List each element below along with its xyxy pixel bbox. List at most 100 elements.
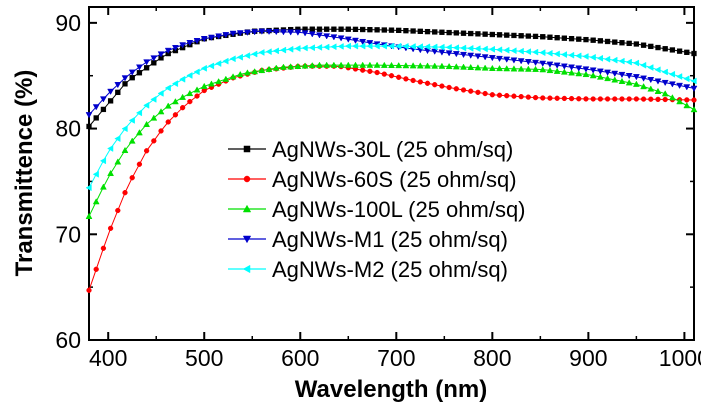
data-point bbox=[539, 49, 546, 57]
data-point bbox=[540, 34, 546, 40]
legend-label: AgNWs-60S (25 ohm/sq) bbox=[272, 167, 517, 192]
data-point bbox=[662, 46, 668, 52]
data-point bbox=[518, 33, 524, 39]
data-point bbox=[446, 84, 452, 91]
x-tick-label: 800 bbox=[473, 345, 511, 371]
data-point bbox=[684, 97, 690, 103]
data-point bbox=[611, 70, 619, 77]
data-point bbox=[468, 30, 474, 37]
data-point bbox=[633, 96, 640, 102]
data-point bbox=[532, 94, 539, 101]
legend-marker bbox=[242, 235, 252, 244]
data-point bbox=[439, 29, 445, 35]
data-point bbox=[553, 67, 561, 74]
data-point bbox=[504, 93, 510, 99]
data-point bbox=[121, 125, 128, 133]
x-tick-label: 900 bbox=[569, 345, 607, 371]
data-point bbox=[525, 94, 531, 100]
data-point bbox=[301, 62, 309, 69]
data-point bbox=[186, 40, 194, 47]
data-point bbox=[596, 73, 604, 80]
data-point bbox=[308, 31, 316, 38]
data-point bbox=[431, 62, 439, 69]
data-point bbox=[690, 77, 697, 85]
data-point bbox=[604, 55, 611, 63]
data-point bbox=[568, 64, 575, 71]
data-point bbox=[460, 63, 467, 70]
plot-frame bbox=[88, 6, 695, 341]
data-point bbox=[489, 31, 495, 38]
data-point bbox=[107, 145, 114, 152]
data-point bbox=[524, 48, 531, 56]
data-point bbox=[165, 119, 171, 125]
data-point bbox=[367, 27, 373, 33]
data-point bbox=[330, 34, 338, 41]
data-point bbox=[517, 58, 525, 65]
data-point bbox=[475, 89, 481, 96]
data-point bbox=[583, 96, 589, 102]
data-point bbox=[143, 101, 150, 109]
data-point bbox=[179, 75, 186, 83]
data-point bbox=[488, 64, 496, 71]
data-point bbox=[496, 64, 503, 72]
data-point bbox=[258, 66, 266, 74]
data-point bbox=[381, 71, 387, 77]
data-point bbox=[150, 114, 158, 121]
data-point bbox=[403, 28, 409, 34]
data-point bbox=[438, 49, 446, 56]
legend-item: AgNWs-60S (25 ohm/sq) bbox=[228, 167, 517, 192]
data-point bbox=[597, 38, 604, 44]
data-point bbox=[439, 83, 445, 89]
data-point bbox=[452, 44, 459, 52]
data-point bbox=[164, 47, 172, 54]
data-point bbox=[323, 43, 330, 51]
legend-label: AgNWs-M1 (25 ohm/sq) bbox=[272, 227, 508, 252]
data-point bbox=[179, 93, 187, 100]
data-point bbox=[171, 80, 179, 88]
data-point bbox=[186, 89, 194, 97]
data-point bbox=[654, 78, 662, 85]
data-point bbox=[93, 115, 99, 121]
data-point bbox=[640, 96, 647, 102]
data-point bbox=[453, 30, 459, 36]
data-point bbox=[504, 32, 510, 38]
data-point bbox=[215, 33, 223, 40]
data-point bbox=[359, 38, 367, 46]
data-point bbox=[402, 62, 410, 69]
data-point bbox=[446, 29, 452, 36]
data-point bbox=[338, 26, 344, 32]
data-point bbox=[467, 52, 475, 59]
x-tick-label: 500 bbox=[185, 345, 223, 371]
data-point bbox=[86, 287, 92, 293]
data-point bbox=[331, 26, 337, 32]
data-point bbox=[668, 94, 676, 101]
data-point bbox=[215, 78, 223, 85]
series-layer bbox=[85, 26, 698, 293]
data-point bbox=[316, 26, 323, 32]
data-point bbox=[576, 96, 582, 102]
data-point bbox=[193, 68, 200, 76]
data-point bbox=[345, 26, 351, 32]
data-point bbox=[532, 59, 539, 67]
data-point bbox=[661, 68, 668, 76]
data-point bbox=[676, 48, 683, 54]
data-point bbox=[424, 62, 431, 69]
data-point bbox=[323, 61, 331, 68]
data-point bbox=[236, 70, 244, 78]
axis-ticks: 400 500 600 700 800 900 1000 60 70 80 90 bbox=[55, 7, 701, 371]
data-point bbox=[655, 44, 661, 51]
data-point bbox=[215, 60, 222, 67]
data-point bbox=[632, 80, 640, 87]
legend-label: AgNWs-M2 (25 ohm/sq) bbox=[272, 257, 508, 282]
data-point bbox=[294, 45, 301, 52]
data-point bbox=[287, 63, 295, 70]
data-point bbox=[647, 77, 655, 84]
data-point bbox=[647, 64, 654, 71]
data-point bbox=[668, 81, 676, 88]
legend-item: AgNWs-30L (25 ohm/sq) bbox=[228, 137, 513, 162]
data-point bbox=[344, 61, 352, 68]
data-point bbox=[337, 43, 344, 50]
data-point bbox=[92, 104, 100, 111]
data-point bbox=[416, 62, 424, 69]
data-point bbox=[611, 56, 618, 64]
